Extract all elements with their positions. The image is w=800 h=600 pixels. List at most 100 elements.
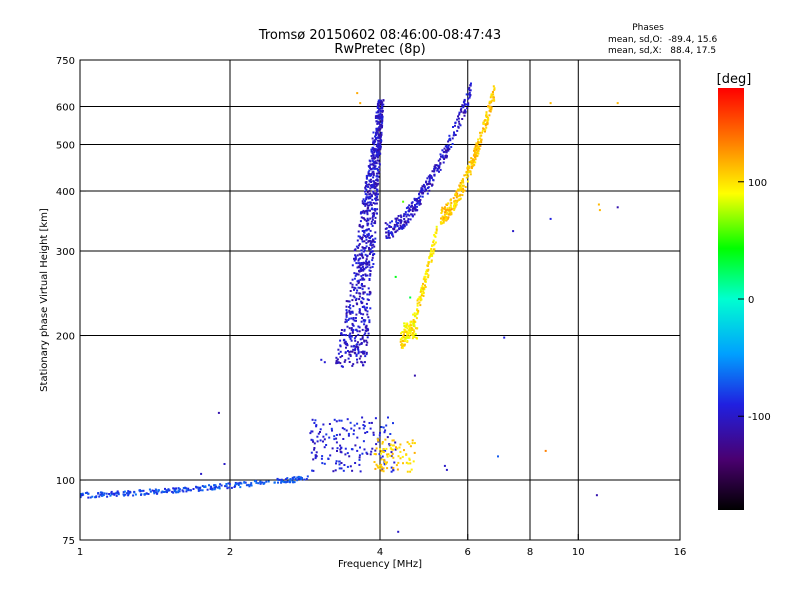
- data-point: [358, 292, 361, 295]
- data-point: [339, 362, 342, 365]
- data-point: [462, 190, 465, 193]
- data-point: [375, 162, 378, 164]
- data-point: [481, 129, 484, 132]
- data-point: [370, 186, 373, 189]
- data-point: [103, 492, 106, 495]
- data-point: [350, 427, 353, 430]
- data-point: [365, 203, 368, 206]
- data-point: [367, 173, 370, 175]
- data-point: [375, 127, 378, 130]
- data-point: [356, 289, 359, 292]
- data-point: [369, 201, 372, 204]
- data-point: [457, 115, 459, 118]
- data-point: [354, 444, 357, 447]
- data-point: [349, 465, 352, 468]
- data-point: [240, 482, 243, 485]
- data-point: [364, 235, 366, 237]
- data-point: [374, 185, 377, 188]
- data-point: [343, 428, 346, 431]
- data-point: [438, 164, 441, 167]
- data-point: [486, 121, 489, 124]
- data-point: [377, 159, 380, 162]
- data-point: [419, 299, 422, 302]
- data-point: [208, 484, 210, 487]
- x-tick-label: 8: [527, 547, 533, 558]
- data-point: [400, 337, 403, 340]
- data-point: [369, 163, 372, 166]
- data-point: [389, 443, 392, 446]
- data-point: [488, 109, 491, 112]
- data-point: [383, 458, 386, 461]
- data-point: [348, 306, 351, 308]
- data-point: [430, 253, 433, 256]
- data-point: [497, 455, 499, 458]
- data-point: [259, 481, 262, 484]
- data-point: [447, 146, 450, 149]
- data-point: [376, 115, 379, 118]
- data-point: [361, 246, 364, 249]
- x-tick-label: 1: [77, 547, 83, 558]
- data-point: [465, 171, 468, 174]
- data-point: [363, 448, 366, 451]
- data-point: [371, 184, 374, 187]
- data-point: [358, 298, 361, 301]
- data-point: [391, 448, 394, 451]
- data-point: [469, 161, 472, 163]
- data-point: [405, 223, 408, 226]
- data-point: [373, 187, 376, 190]
- data-point: [358, 223, 361, 226]
- data-point: [372, 164, 375, 167]
- data-point: [436, 167, 439, 170]
- data-point: [363, 203, 366, 206]
- data-point: [367, 165, 370, 168]
- data-point: [342, 438, 345, 440]
- data-point: [421, 185, 424, 188]
- data-point: [362, 298, 365, 301]
- data-point: [449, 204, 452, 207]
- data-point: [127, 490, 130, 493]
- data-point: [379, 109, 382, 112]
- data-point: [361, 285, 364, 288]
- data-point: [243, 481, 246, 484]
- data-point: [361, 263, 363, 266]
- data-point: [473, 159, 476, 162]
- data-point: [127, 493, 130, 496]
- data-point: [450, 213, 453, 216]
- data-point: [192, 488, 195, 490]
- data-point: [371, 224, 374, 227]
- data-point: [371, 163, 374, 166]
- data-point: [206, 488, 209, 491]
- data-point: [422, 290, 425, 293]
- data-point: [387, 453, 390, 456]
- data-point: [355, 297, 358, 300]
- data-point: [416, 302, 419, 305]
- data-point: [435, 228, 438, 231]
- data-point: [376, 122, 379, 125]
- data-point: [306, 475, 309, 478]
- data-point: [392, 469, 395, 472]
- y-tick-label: 100: [56, 476, 75, 487]
- data-point: [469, 170, 472, 173]
- data-point: [488, 106, 491, 109]
- data-point: [373, 161, 376, 164]
- data-point: [95, 495, 98, 498]
- data-point: [187, 487, 190, 490]
- data-point: [363, 249, 366, 252]
- data-point: [443, 219, 446, 221]
- data-point: [423, 185, 426, 188]
- data-point: [419, 202, 422, 205]
- data-point: [360, 342, 363, 345]
- data-point: [484, 128, 487, 131]
- data-point: [360, 262, 363, 265]
- data-point: [366, 336, 369, 339]
- data-point: [475, 142, 478, 145]
- data-point: [366, 327, 369, 330]
- data-point: [335, 437, 338, 440]
- data-point: [484, 119, 487, 122]
- data-point: [345, 315, 348, 318]
- data-point: [273, 481, 276, 484]
- data-point: [368, 239, 371, 242]
- data-point: [422, 278, 425, 281]
- data-point: [319, 428, 322, 431]
- data-point: [377, 182, 380, 185]
